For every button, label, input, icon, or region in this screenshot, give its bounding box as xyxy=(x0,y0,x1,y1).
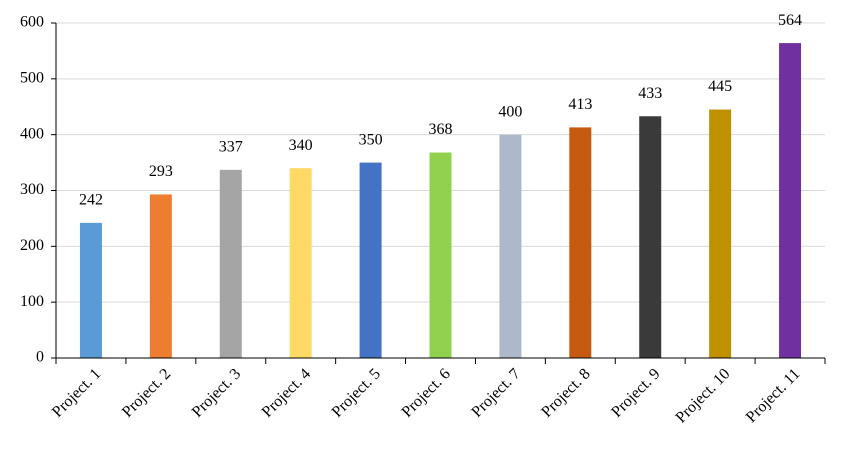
x-tick-label: Project. 11 xyxy=(743,365,804,426)
y-tick-label: 500 xyxy=(20,70,44,87)
x-tick-label: Project. 1 xyxy=(49,365,104,420)
bar xyxy=(359,162,382,358)
y-tick-label: 200 xyxy=(20,237,44,254)
x-tick-label: Project. 8 xyxy=(538,365,593,420)
value-label: 340 xyxy=(289,137,313,154)
bar xyxy=(219,169,242,358)
bar xyxy=(639,116,662,358)
x-tick-label: Project. 10 xyxy=(673,365,734,426)
y-tick-label: 400 xyxy=(20,125,44,142)
x-tick-label: Project. 3 xyxy=(189,365,244,420)
value-label: 242 xyxy=(79,192,103,209)
y-tick-label: 600 xyxy=(20,14,44,31)
x-tick-label: Project. 5 xyxy=(329,365,384,420)
value-label: 350 xyxy=(359,131,383,148)
bar xyxy=(569,127,592,359)
x-tick-label: Project. 2 xyxy=(119,365,174,420)
bar xyxy=(709,109,732,359)
y-tick-label: 0 xyxy=(36,349,44,366)
value-label: 564 xyxy=(778,12,802,29)
y-tick-label: 300 xyxy=(20,181,44,198)
x-tick-label: Project. 9 xyxy=(608,365,663,420)
value-label: 368 xyxy=(429,121,453,138)
value-label: 400 xyxy=(498,103,522,120)
value-label: 433 xyxy=(638,85,662,102)
x-tick-label: Project. 6 xyxy=(399,365,454,420)
value-label: 445 xyxy=(708,78,732,95)
bar xyxy=(289,168,312,358)
value-label: 293 xyxy=(149,163,173,180)
bar xyxy=(149,194,172,358)
value-label: 337 xyxy=(219,139,243,156)
bar xyxy=(779,43,802,358)
bar xyxy=(499,134,522,358)
y-tick-label: 100 xyxy=(20,293,44,310)
bar xyxy=(429,152,452,358)
x-tick-label: Project. 7 xyxy=(468,365,523,420)
value-label: 413 xyxy=(568,96,592,113)
bar xyxy=(79,222,102,358)
x-tick-label: Project. 4 xyxy=(259,365,314,420)
